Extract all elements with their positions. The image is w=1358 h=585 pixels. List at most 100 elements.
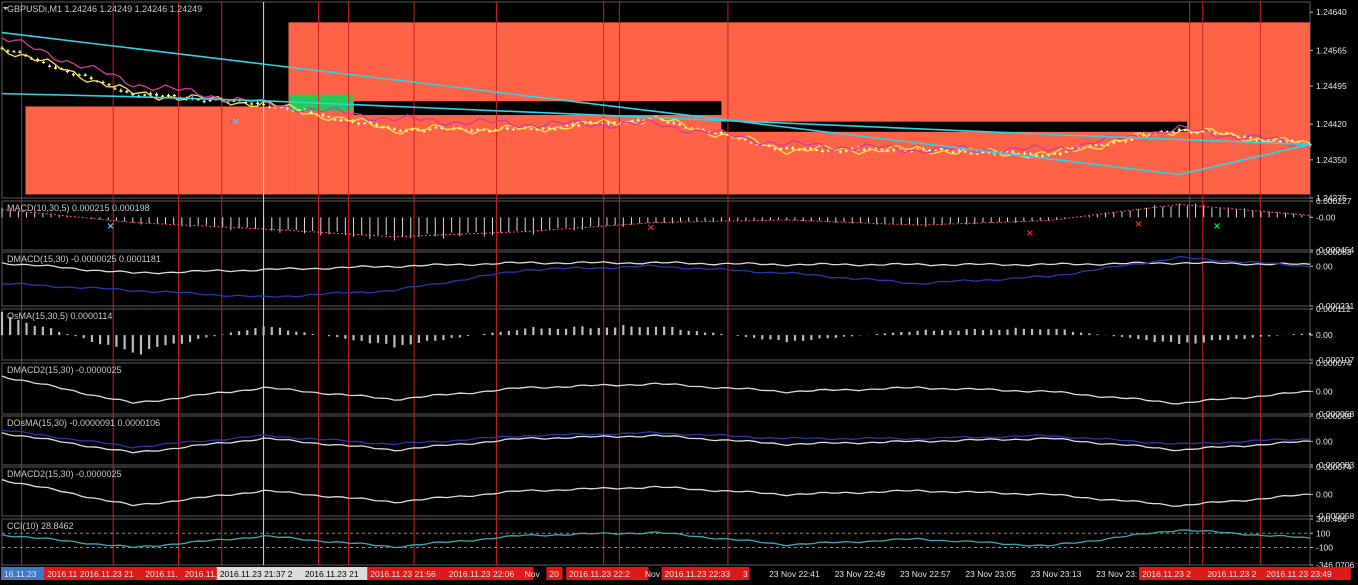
signal-marker-2: × bbox=[646, 222, 654, 233]
panel-frame-cci bbox=[1, 518, 1311, 566]
candle-body-156 bbox=[927, 149, 931, 152]
candle-body-127 bbox=[755, 143, 759, 146]
candle-body-19 bbox=[113, 88, 117, 90]
candle-body-121 bbox=[719, 132, 723, 134]
candle-body-153 bbox=[910, 150, 914, 152]
candle-body-114 bbox=[678, 124, 682, 126]
candle-body-29 bbox=[172, 95, 176, 97]
candle-body-54 bbox=[321, 114, 325, 116]
series-line-main-trendline_upper[interactable] bbox=[1, 31, 1311, 176]
candle-body-199 bbox=[1183, 129, 1187, 132]
candle-body-170 bbox=[1011, 151, 1015, 153]
series-line-dmacd2-white bbox=[1, 375, 1311, 405]
xaxis-label-18: 23 Nov 23:05 bbox=[965, 569, 1016, 579]
panel-frame-dosma bbox=[1, 415, 1311, 466]
candle-body-145 bbox=[862, 149, 866, 151]
indicator-panel-dosma: DOsMA(15,30) -0.0000091 0.0000106 0.00008… bbox=[1, 411, 1355, 470]
candle-body-133 bbox=[791, 147, 795, 150]
candle-body-81 bbox=[482, 129, 486, 131]
price-zone-0 bbox=[25, 106, 289, 195]
candle-body-165 bbox=[981, 151, 985, 153]
series-line-main-trendline_lower[interactable] bbox=[1, 92, 1311, 146]
xaxis-label-14: 3 bbox=[743, 569, 748, 579]
ytick-label-osma-1: 0.00 bbox=[1316, 330, 1333, 340]
candle-body-9 bbox=[54, 67, 58, 69]
candle-body-159 bbox=[945, 149, 949, 151]
candle-body-42 bbox=[250, 103, 254, 105]
candle-body-141 bbox=[838, 151, 842, 153]
candle-body-85 bbox=[505, 127, 509, 130]
candle-body-52 bbox=[309, 111, 313, 114]
ytick-label-cci-1: 100 bbox=[1316, 528, 1330, 538]
candle-body-184 bbox=[1094, 144, 1098, 146]
xaxis-label-7: 2016.11.23 21:56 bbox=[370, 569, 436, 579]
candle-body-137 bbox=[815, 149, 819, 151]
xlabel-bg-5 bbox=[216, 567, 315, 580]
candle-body-22 bbox=[131, 94, 135, 96]
xaxis-label-0: 16.11.23 bbox=[4, 569, 37, 579]
panel-title-cci: CCI(10) 28.8462 bbox=[7, 521, 74, 531]
xaxis-label-21: 2016.11.23 2 bbox=[1142, 569, 1191, 579]
candle-body-2 bbox=[12, 51, 16, 53]
ytick-label-dosma-2: -0.000083 bbox=[1316, 460, 1355, 470]
candle-body-129 bbox=[767, 145, 771, 147]
panel-frame-dmacd2b bbox=[1, 466, 1311, 517]
xlabel-bg-23 bbox=[1263, 567, 1351, 580]
series-line-main-ma_fast bbox=[1, 46, 1311, 159]
candle-body-136 bbox=[809, 148, 813, 150]
signal-marker-3: × bbox=[1026, 228, 1034, 239]
candle-body-173 bbox=[1029, 153, 1033, 155]
candle-body-63 bbox=[375, 124, 379, 126]
panel-title-dmacd: DMACD(15,30) -0.0000025 0.0001181 bbox=[7, 254, 161, 264]
signal-marker-0: × bbox=[232, 117, 240, 128]
candle-body-79 bbox=[470, 130, 474, 132]
candle-body-216 bbox=[1284, 141, 1288, 143]
candle-body-196 bbox=[1165, 131, 1169, 133]
candle-body-122 bbox=[725, 133, 729, 136]
xlabel-bg-21 bbox=[1138, 567, 1207, 580]
symbol-menu-icon[interactable] bbox=[3, 7, 8, 10]
candle-body-180 bbox=[1070, 148, 1074, 150]
candle-body-41 bbox=[244, 101, 248, 104]
candle-body-132 bbox=[785, 147, 789, 150]
candle-body-213 bbox=[1266, 139, 1270, 141]
candle-body-130 bbox=[773, 148, 777, 150]
xaxis-label-9: Nov bbox=[525, 569, 541, 579]
candle-body-72 bbox=[428, 129, 432, 131]
xaxis-label-2: 2016.11.23 21 bbox=[80, 569, 134, 579]
xlabel-bg-6 bbox=[301, 567, 375, 580]
candle-body-148 bbox=[880, 148, 884, 151]
candle-body-209 bbox=[1243, 136, 1247, 138]
candle-body-139 bbox=[826, 149, 830, 151]
candle-body-210 bbox=[1249, 137, 1253, 139]
candle-body-71 bbox=[422, 130, 426, 132]
candle-body-190 bbox=[1130, 139, 1134, 141]
ytick-label-dosma-0: 0.000089 bbox=[1316, 411, 1352, 421]
indicator-panel-dmacd2b: DMACD2(15,30) -0.0000025 0.000074 0.00 -0.0… bbox=[1, 462, 1355, 521]
candle-body-143 bbox=[850, 148, 854, 150]
candle-body-113 bbox=[672, 122, 676, 124]
panel-title-osma: OsMA(15,30,5) 0.0000114 bbox=[7, 311, 112, 321]
series-line-dosma-navy bbox=[1, 429, 1311, 449]
candle-body-33 bbox=[196, 99, 200, 101]
candle-body-207 bbox=[1231, 134, 1235, 136]
candle-body-91 bbox=[541, 127, 545, 129]
candle-body-14 bbox=[83, 74, 87, 76]
xlabel-bg-7 bbox=[367, 567, 455, 580]
candle-body-161 bbox=[957, 150, 961, 152]
xlabel-bg-11 bbox=[566, 567, 649, 580]
candle-body-6 bbox=[36, 59, 40, 61]
candle-body-90 bbox=[535, 129, 539, 131]
candle-body-48 bbox=[285, 107, 289, 109]
xaxis-label-1: 2016.11. bbox=[47, 569, 79, 579]
xlabel-bg-0 bbox=[1, 567, 48, 580]
candle-body-211 bbox=[1254, 139, 1258, 141]
candle-body-135 bbox=[803, 148, 807, 150]
price-zone-4 bbox=[721, 121, 1188, 132]
signal-marker-1: × bbox=[106, 221, 114, 232]
ytick-label-main-5: 1.24275 bbox=[1316, 193, 1347, 203]
xlabel-bg-2 bbox=[76, 567, 150, 580]
candle-body-21 bbox=[125, 91, 129, 93]
ytick-label-dosma-1: 0.00 bbox=[1316, 436, 1333, 446]
